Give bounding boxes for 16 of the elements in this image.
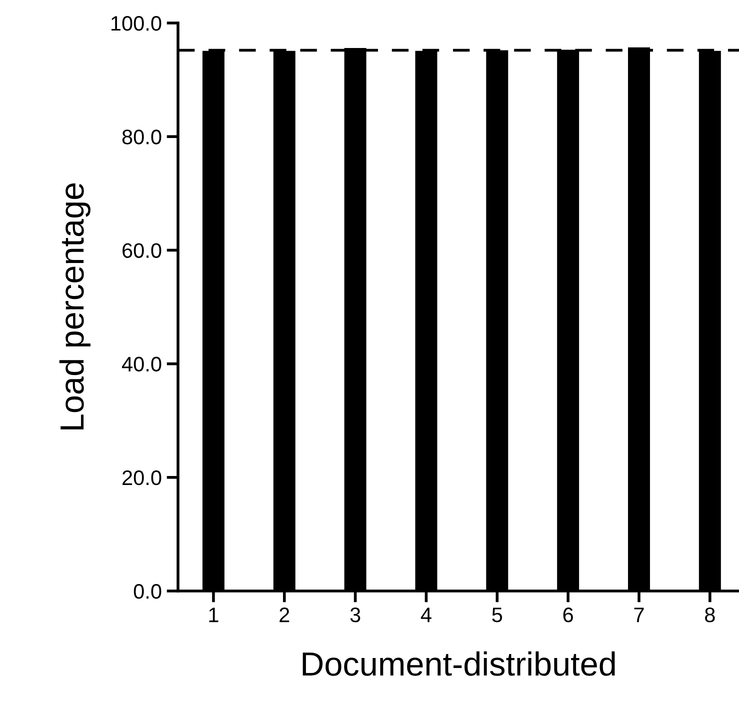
y-tick-label: 100.0	[111, 16, 162, 31]
y-axis-title: Load percentage	[59, 183, 90, 430]
x-tick-label: 1	[209, 608, 218, 622]
x-tick-label: 4	[420, 608, 432, 622]
y-tick-label: 80.0	[122, 130, 162, 144]
y-tick-label: 40.0	[122, 356, 162, 372]
y-tick-label: 0.0	[134, 584, 162, 599]
x-tick-label: 5	[492, 608, 502, 622]
x-axis-title: Document-distributed	[302, 651, 615, 676]
x-tick-label: 2	[280, 608, 290, 622]
x-tick-label: 7	[634, 608, 644, 622]
x-tick-label: 8	[705, 608, 715, 622]
x-tick-label: 3	[350, 608, 360, 622]
x-tick-label: 6	[563, 608, 573, 622]
y-tick-label: 20.0	[122, 470, 162, 486]
y-tick-label: 60.0	[122, 243, 162, 258]
